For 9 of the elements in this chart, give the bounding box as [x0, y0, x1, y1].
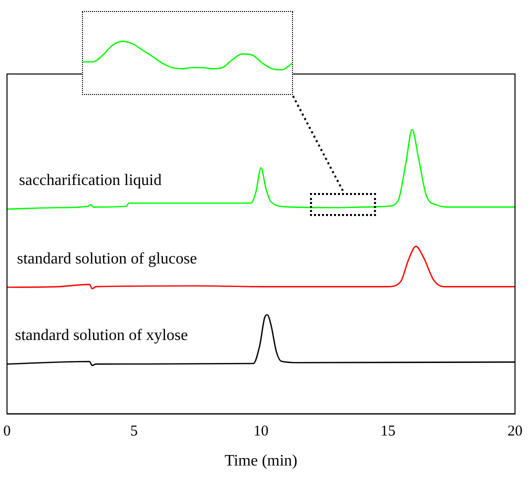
series-label: standard solution of xylose — [15, 327, 188, 344]
x-tick-label: 5 — [130, 424, 138, 440]
x-tick-label: 20 — [508, 424, 522, 440]
x-tick-label: 15 — [380, 424, 396, 440]
x-tick-label: 10 — [254, 424, 268, 440]
series-label: saccharification liquid — [19, 172, 162, 190]
x-tick-label: 0 — [3, 424, 11, 440]
series-label: standard solution of glucose — [17, 250, 197, 268]
x-axis-title: Time (min) — [224, 452, 298, 470]
